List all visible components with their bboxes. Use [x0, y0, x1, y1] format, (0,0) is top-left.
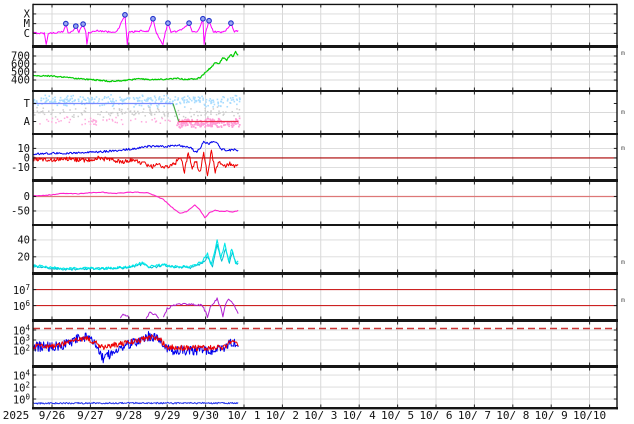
panel-sector-toward-away	[33, 92, 617, 133]
xtick-label: 2025	[3, 409, 30, 422]
ytick-label: T	[24, 98, 31, 110]
ytick-label: 10	[17, 143, 30, 155]
xtick-label: 10/ 4	[343, 409, 376, 422]
series-imf-bt-bz-0	[33, 140, 239, 156]
ytick-label: 20	[17, 251, 30, 263]
series-dst-index-0	[33, 191, 239, 219]
unit-mark: m	[621, 108, 625, 116]
ytick-label: 100	[13, 393, 31, 407]
xtick-label: 10/ 6	[419, 409, 452, 422]
series-solar-wind-speed-0	[33, 50, 239, 83]
series-electron-flux-2	[162, 297, 239, 318]
panel-xray-flux	[33, 5, 617, 45]
yaxis-labels-imf-bt-bz: 100-10	[11, 143, 30, 174]
flare-peak-markers	[62, 12, 234, 29]
series-electron-flux-0	[119, 313, 130, 319]
ytick-label: 0	[24, 191, 30, 203]
xaxis-labels: 2025 9/26 9/27 9/28 9/29 9/30 10/ 1 10/ 2 10/ 3 1…	[3, 409, 606, 422]
panel-cosmic-ray	[33, 368, 617, 407]
ytick-label: X	[24, 8, 31, 20]
xtick-label: 10/ 9	[535, 409, 568, 422]
ytick-label: M	[24, 18, 30, 30]
ytick-label: A	[24, 116, 31, 128]
panel-proton-flux	[33, 322, 617, 365]
xtick-label: 9/26	[39, 409, 66, 422]
right-margin-marks: m m m m m	[621, 49, 625, 304]
yaxis-labels-xray-flux: XMC	[24, 8, 31, 39]
ytick-label: 600	[11, 59, 30, 71]
xtick-label: 10/ 8	[496, 409, 529, 422]
ytick-label: 400	[11, 75, 30, 87]
series-imf-bt-bz-1	[33, 149, 239, 177]
xtick-label: 10/ 1	[227, 409, 260, 422]
panel-dst-index	[33, 182, 617, 224]
ytick-label: 104	[13, 369, 31, 383]
xtick-label: 9/28	[116, 409, 143, 422]
yaxis-labels-sector-toward-away: TA	[24, 98, 31, 128]
xtick-label: 9/27	[77, 409, 104, 422]
unit-mark: m	[621, 144, 625, 152]
series-electron-flux-1	[145, 311, 160, 319]
ytick-label: -50	[11, 205, 30, 217]
ytick-label: 700	[11, 51, 30, 63]
panel-borders	[32, 3, 618, 410]
panel-electron-flux	[33, 275, 617, 319]
xtick-label: 9/29	[154, 409, 181, 422]
ytick-label: C	[24, 28, 30, 40]
xtick-label: 10/10	[573, 409, 606, 422]
ytick-label: -10	[11, 162, 30, 174]
ytick-label: 104	[13, 324, 31, 338]
xtick-label: 10/ 2	[266, 409, 299, 422]
scatter-sector-toward-away-2	[39, 116, 171, 126]
series-proton-flux-0	[33, 331, 239, 364]
ytick-label: 40	[17, 234, 30, 246]
xtick-label: 10/ 7	[458, 409, 491, 422]
xtick-label: 10/ 5	[381, 409, 414, 422]
ytick-label: 102	[13, 344, 30, 358]
panel-imf-bt-bz	[33, 135, 617, 179]
xtick-label: 9/30	[192, 409, 219, 422]
yaxis-labels-dst-index: 0-50	[11, 191, 30, 217]
series-sector-toward-away-5	[172, 103, 180, 122]
unit-mark: m	[621, 49, 625, 57]
panel-density	[33, 226, 617, 272]
ytick-label: 500	[11, 67, 30, 79]
xtick-label: 10/ 3	[304, 409, 337, 422]
ytick-label: 106	[13, 299, 31, 313]
panel-solar-wind-speed	[33, 48, 617, 90]
unit-mark: m	[621, 258, 625, 266]
series-cosmic-ray-0	[33, 401, 239, 405]
ytick-label: 102	[13, 381, 30, 395]
series-density-1	[33, 239, 239, 271]
ytick-label: 107	[13, 283, 30, 297]
unit-mark: m	[621, 296, 625, 304]
series-proton-flux-1	[33, 334, 239, 352]
ytick-label: 103	[13, 334, 30, 348]
scatter-sector-toward-away-1	[33, 106, 241, 119]
ytick-label: 0	[24, 152, 30, 164]
series-xray-flux-0	[33, 14, 239, 45]
